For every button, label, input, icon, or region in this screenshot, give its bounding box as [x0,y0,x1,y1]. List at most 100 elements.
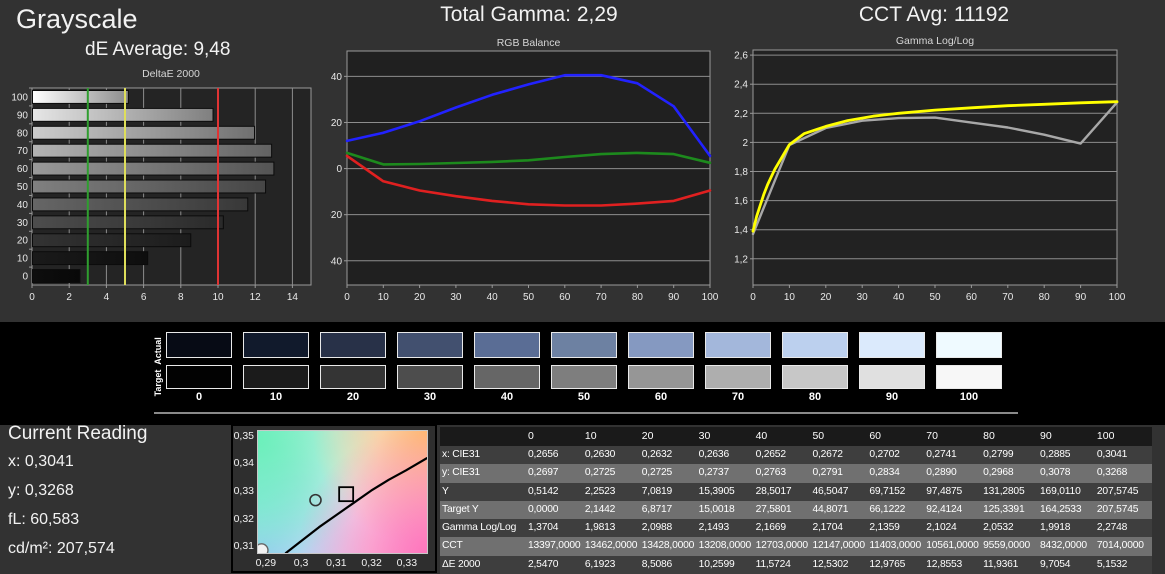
red-line [345,154,712,207]
measured-point-marker [309,493,322,507]
table-cell: 0,3078 [1038,464,1095,483]
table-column-header: 10 [582,427,640,446]
table-cell: 12147,0000 [810,537,868,556]
swatch-column: 70 [705,332,771,403]
table-cell: 131,2805 [981,482,1039,501]
tick-label: -20 [330,210,342,221]
cie-y-tick-label: 0,35 [233,429,254,442]
tick-label: 40 [17,200,29,211]
delta-e-chart-title: DeltaE 2000 [142,68,200,80]
swatch-column: 20 [320,332,386,403]
tick-label: 80 [632,292,644,303]
table-corner-cell [440,427,526,446]
table-cell: 164,2533 [1038,500,1095,520]
table-cell: 97,4875 [924,482,982,501]
table-cell: 0,2725 [582,464,640,483]
delta-e-bar [32,269,81,284]
actual-swatch [936,332,1002,358]
table-cell: 0,0000 [526,500,583,520]
delta-e-bar [32,161,275,176]
corner-point-marker [258,543,269,553]
tick-label: 10 [784,292,796,303]
delta-e-bar [32,251,149,266]
actual-swatch [551,332,617,358]
tick-label: 40 [487,292,499,303]
cie-y-tick-label: 0,33 [233,485,254,497]
cie-chromaticity-chart: 0,35 0,34 0,33 0,32 0,31 0,29 0,3 0,31 0,32 0,33 [231,424,437,573]
swatch-column: 90 [859,332,925,403]
table-cell: 0,2636 [696,446,754,465]
table-cell: 2,1669 [753,519,811,538]
table-cell: 0,2799 [981,446,1039,465]
tick-label: 1,6 [734,196,748,207]
table-cell: 2,0988 [639,519,697,538]
tick-label: 2 [66,292,72,303]
swatch-level-label: 30 [423,391,437,403]
table-cell: 125,3391 [981,500,1039,520]
tick-label: 2,4 [734,80,748,91]
swatch-level-label: 40 [500,391,514,403]
table-cell: 207,5745 [1094,500,1152,520]
table-column-header: 0 [526,427,583,446]
cie-x-tick-label: 0,3 [293,557,309,569]
target-row-label: Target [153,369,163,397]
actual-swatch [243,332,309,358]
table-cell: 7,0819 [639,482,697,501]
tick-label: 20 [820,292,832,303]
tick-label: 50 [929,292,941,303]
tick-label: 20 [17,236,29,247]
table-cell: 0,2630 [582,446,640,465]
cie-x-tick-label: 0,29 [255,557,277,569]
table-cell: 10,2599 [696,555,754,574]
tick-label: 80 [1039,292,1051,303]
tick-label: 2,2 [734,109,748,120]
table-cell: 46,5047 [810,482,868,501]
table-cell: 13397,0000 [526,537,583,556]
table-cell: 9559,0000 [981,537,1039,556]
table-cell: 6,8717 [639,500,697,520]
table-cell: 0,5142 [526,482,583,501]
tick-label: 1,2 [734,254,748,265]
table-cell: 2,1024 [924,519,982,538]
tick-label: 50 [523,292,535,303]
delta-e-bar [32,143,273,158]
reading-x: x: 0,3041 [8,453,74,470]
table-cell: 0,2697 [526,464,583,483]
total-gamma-value: Total Gamma: 2,29 [440,3,618,26]
swatch-column: 50 [551,332,617,403]
delta-e-bar [32,107,214,122]
table-cell: 2,1359 [867,519,925,538]
table-column-header: 60 [867,427,925,446]
tick-label: 60 [17,164,29,175]
tick-label: -40 [330,256,342,267]
table-cell: 27,5801 [753,500,811,520]
tick-label: 1,8 [734,167,748,178]
actual-swatch [166,332,232,358]
tick-label: 0 [22,272,28,283]
swatch-level-label: 90 [885,391,899,403]
reading-fL: fL: 60,583 [8,511,80,528]
swatch-column: 60 [628,332,694,403]
tick-label: 50 [17,182,29,193]
tick-label: 20 [414,292,426,303]
cie-y-tick-label: 0,34 [233,457,254,470]
tick-label: 0 [750,292,756,303]
reading-y: y: 0,3268 [8,482,74,499]
table-cell: 2,2523 [582,482,640,501]
table-cell: 0,2702 [867,446,925,465]
tick-label: 2,6 [734,51,748,62]
target-swatch [628,365,694,389]
table-cell: 0,2968 [981,464,1039,483]
swatch-strip: Actual Target 0 10 20 30 40 50 60 70 80 90 100 [153,328,1018,414]
table-cell: 92,4124 [924,500,982,520]
table-cell: 11,5724 [753,555,811,574]
green-line [345,151,712,166]
reading-cdm: cd/m²: 207,574 [8,540,115,557]
tick-label: 100 [1109,292,1126,303]
table-row-label: y: CIE31 [440,464,526,483]
table-cell: 0,2791 [810,464,868,483]
table-row-label: ΔE 2000 [440,555,526,574]
table-cell: 1,9918 [1038,519,1095,538]
table-cell: 0,2725 [639,464,697,483]
cie-x-tick-label: 0,33 [396,557,418,569]
